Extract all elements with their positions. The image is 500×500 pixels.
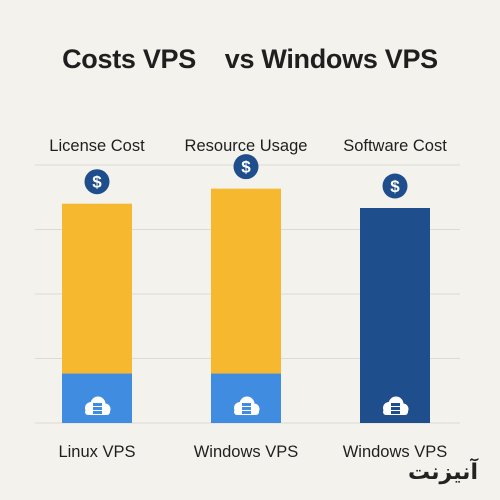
dollar-icon	[233, 154, 259, 180]
dollar-icon-glyph: $	[241, 158, 251, 177]
x-tick-label: Windows VPS	[343, 443, 448, 461]
dollar-icon	[382, 173, 408, 199]
server-cloud-icon	[383, 396, 409, 415]
column-header: Resource Usage	[185, 137, 308, 155]
column-header: Software Cost	[343, 137, 447, 155]
server-cloud-icon	[85, 396, 111, 415]
bar-segment-upper	[360, 208, 430, 423]
x-tick-label: Windows VPS	[194, 443, 299, 461]
column-header: License Cost	[49, 137, 145, 155]
server-cloud-icon	[234, 396, 260, 415]
bar-segment-upper	[62, 203, 132, 374]
dollar-icon-glyph: $	[390, 177, 400, 196]
brand-watermark: آنیزنت	[407, 460, 478, 485]
bar-segment-upper	[211, 188, 281, 374]
dollar-icon	[84, 169, 110, 195]
x-tick-label: Linux VPS	[58, 443, 135, 461]
chart-title: Costs VPS vs Windows VPS	[62, 44, 438, 74]
dollar-icon-glyph: $	[92, 173, 102, 192]
